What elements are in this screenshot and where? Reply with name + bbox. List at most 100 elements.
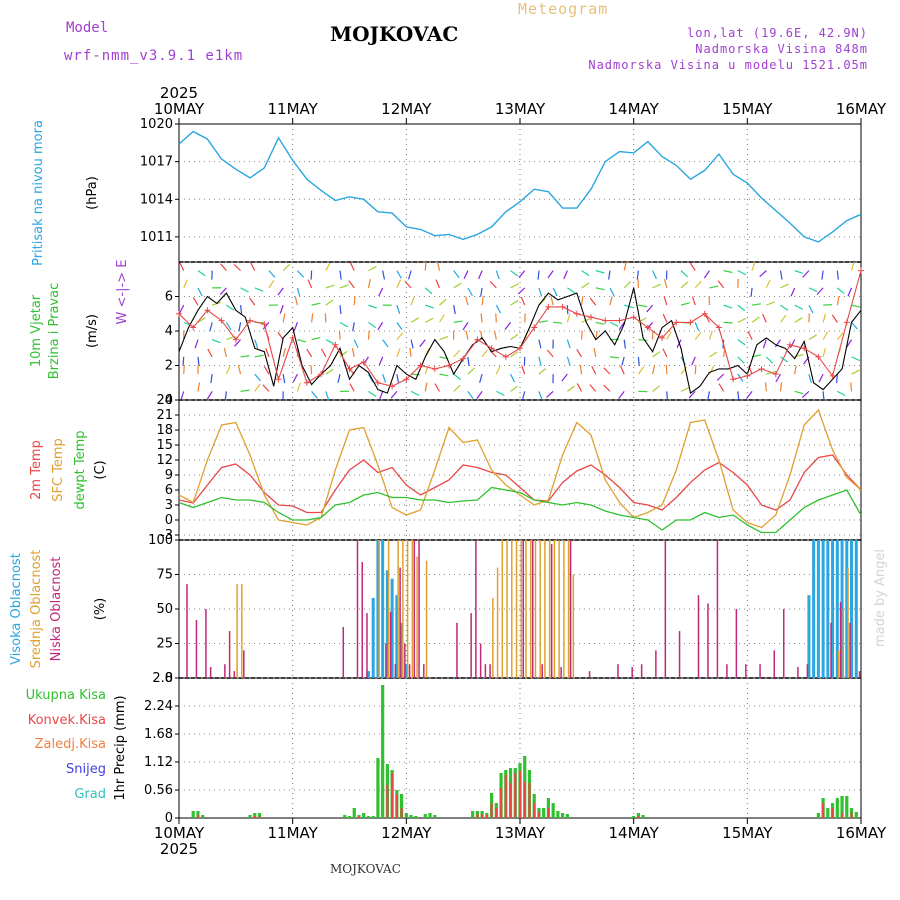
wind-arrow [851, 369, 860, 375]
wind-arrow [836, 270, 839, 280]
wind-arrow [294, 296, 298, 306]
y-tick-label: 2 [165, 359, 173, 374]
wind-arrow [750, 287, 753, 297]
wind-arrow [183, 279, 188, 289]
wind-arrow [823, 304, 833, 306]
wind-arrow [538, 287, 543, 297]
low-cloud-axis-label: Niska Oblacnost [49, 557, 64, 662]
x-date-label-top: 15MAY [722, 100, 773, 118]
cloud-low-bar [342, 626, 345, 678]
wind-arrow [338, 330, 341, 340]
cloud-high-bar [376, 540, 380, 678]
temp-2m-line [178, 454, 862, 514]
wind-arrow [367, 330, 370, 340]
wind-gust-marker [431, 365, 438, 372]
wind-arrow [836, 374, 838, 384]
cloud-low-bar [356, 540, 359, 678]
precip-total-bar [366, 816, 371, 818]
wind-arrow [836, 296, 840, 306]
wind-arrow [808, 373, 812, 383]
cloud-mid-bar [387, 540, 390, 678]
dewpoint-line [178, 486, 862, 534]
wind-arrow [197, 382, 201, 392]
wind-arrow [480, 287, 483, 297]
cloud-high-bar [381, 540, 385, 678]
wind-arrow [652, 385, 661, 392]
cloud-low-bar [423, 664, 425, 678]
temp-sfc-line [178, 408, 862, 529]
wind-arrow [382, 339, 389, 348]
cloud-low-bar [522, 540, 524, 678]
cloud-mid-bar [534, 540, 537, 678]
wind-arrow [225, 365, 231, 375]
wind-arrow [435, 279, 441, 289]
wind-arrow [254, 383, 261, 392]
wind-arrow [521, 365, 526, 375]
x-date-label-top: 16MAY [836, 100, 887, 118]
precip-convective-bar [822, 803, 825, 818]
wind-arrow [580, 296, 584, 306]
precip-total-bar [423, 814, 427, 818]
cloud-low-bar [224, 664, 226, 678]
pressure-axis-label: Pritisak na nivou mora [31, 120, 46, 266]
wind-arrow [463, 270, 469, 280]
wind-gust-marker [545, 303, 552, 310]
cloud-low-bar [541, 664, 543, 678]
wind-arrow [646, 304, 654, 313]
wind-arrow [802, 270, 810, 278]
cloud-mid-bar [558, 540, 560, 678]
wind-arrow [424, 261, 427, 271]
wind-arrow [206, 391, 213, 400]
precip-total-bar [632, 816, 636, 818]
cloud-low-bar [797, 666, 799, 678]
wind-arrow [467, 287, 473, 296]
wind-gust-marker [843, 319, 850, 326]
wind-arrow [621, 356, 625, 366]
precip-total-bar [835, 798, 839, 818]
precip-convective-bar [258, 816, 261, 818]
wind-arrow [652, 283, 662, 289]
wind-arrow [396, 322, 403, 331]
x-year-bottom: 2025 [160, 840, 198, 858]
y-tick-label: 1020 [140, 117, 173, 132]
wind-arrow [339, 284, 349, 289]
watermark-text: made by Angel [873, 549, 888, 647]
wind-gust-marker [829, 372, 836, 379]
cloud-low-bar [366, 613, 368, 678]
cloud-mid-bar [553, 540, 556, 678]
wind-arrow [537, 270, 540, 280]
precip-total-bar [191, 811, 195, 818]
wind-arrow [779, 270, 783, 280]
y-tick-label: 24 [156, 393, 173, 408]
wind-arrow [396, 304, 401, 314]
wind-arrow [279, 304, 284, 314]
wind-arrow [765, 356, 774, 364]
precip-convective-bar [495, 808, 498, 818]
precip-convective-bar [391, 773, 394, 818]
x-date-label-top: 11MAY [268, 100, 319, 118]
wind-arrow [637, 366, 645, 375]
wind-arrow [493, 330, 497, 340]
wind-arrow [339, 305, 342, 315]
wind-arrow [434, 383, 441, 392]
wind-gust-marker [190, 324, 197, 331]
wind-arrow [409, 347, 412, 357]
cloud-low-bar [385, 643, 387, 678]
model-name: wrf-nmm_v3.9.1 e1km [64, 48, 244, 64]
cloud-low-bar [413, 540, 416, 678]
y-tick-label: 1.68 [144, 727, 173, 742]
wind-arrow [453, 320, 463, 323]
wind-arrow [306, 348, 313, 358]
y-tick-label: 0 [165, 513, 173, 528]
y-tick-label: 3 [165, 498, 173, 513]
wind-arrow [396, 374, 400, 384]
wind-arrow [453, 270, 460, 279]
wind-compass-label: W <-|-> E [115, 260, 130, 325]
wind-arrow [220, 263, 227, 272]
cloud-low-bar [475, 540, 477, 678]
precip-legend-item: Ukupna Kisa [26, 688, 106, 703]
precip-total-bar [381, 685, 385, 818]
wind-arrow [368, 390, 377, 397]
cloud-low-bar [678, 631, 681, 678]
